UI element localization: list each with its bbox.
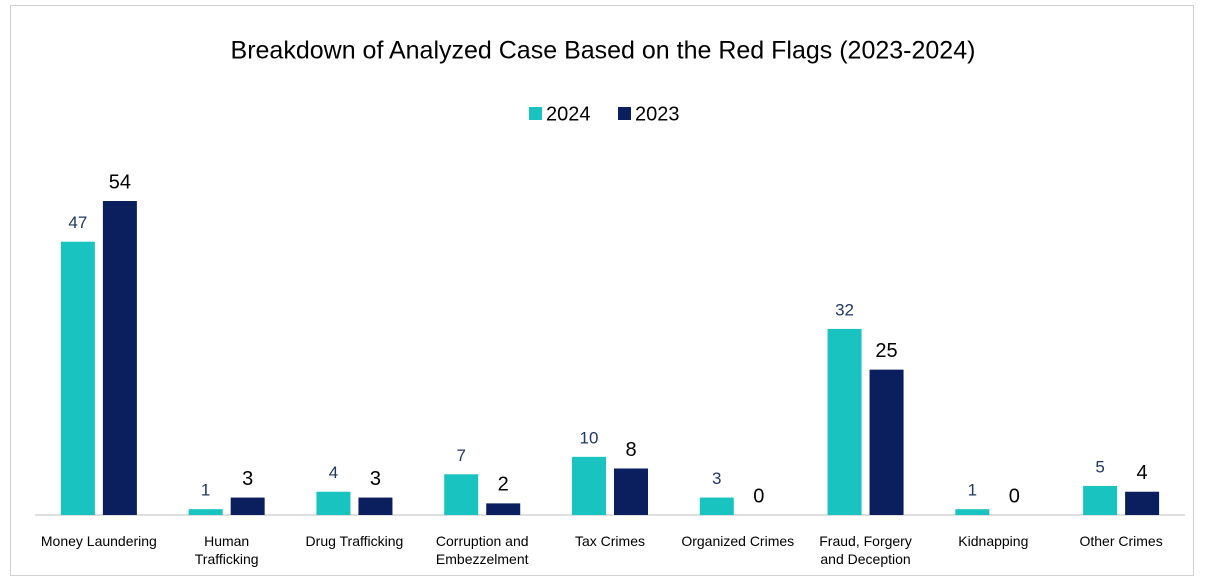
data-label: 4: [329, 463, 338, 482]
bar: [358, 497, 393, 515]
data-label: 3: [370, 468, 381, 490]
data-label: 47: [68, 213, 87, 232]
bar: [486, 503, 521, 515]
bar: [614, 468, 648, 515]
x-tick-label: Corruption and Embezzelment: [435, 533, 529, 567]
legend-label: 2024: [546, 103, 591, 125]
data-label: 2: [498, 474, 509, 496]
data-label: 0: [753, 485, 764, 507]
x-tick-label: Fraud, Forgery and Deception: [819, 533, 912, 567]
data-label: 8: [625, 439, 636, 461]
bar: [699, 497, 734, 515]
data-label: 3: [712, 469, 721, 488]
x-tick-label: Organized Crimes: [681, 533, 795, 549]
data-label: 1: [201, 481, 210, 500]
data-label: 32: [835, 300, 854, 319]
bar: [827, 328, 862, 515]
bar: [955, 509, 990, 515]
data-label: 25: [875, 340, 897, 362]
x-tick-label: Money Laundering: [40, 533, 157, 549]
legend-swatch: [618, 107, 631, 120]
legend-swatch: [529, 107, 542, 120]
bar: [869, 369, 904, 515]
data-label: 54: [109, 171, 131, 193]
bar: [102, 201, 137, 515]
legend-label: 2023: [635, 103, 680, 125]
data-label: 4: [1137, 462, 1148, 484]
x-tick-label: Other Crimes: [1079, 533, 1163, 549]
bar: [444, 474, 479, 515]
data-label: 5: [1095, 457, 1104, 476]
data-label: 3: [242, 468, 253, 490]
x-tick-label: Kidnapping: [958, 533, 1029, 549]
data-label: 7: [456, 446, 465, 465]
x-tick-label: Human Trafficking: [194, 533, 259, 567]
chart-title: Breakdown of Analyzed Case Based on the …: [231, 37, 976, 65]
bar: [60, 241, 95, 515]
bar: [1125, 491, 1160, 515]
bar: [188, 509, 223, 515]
x-tick-label: Drug Trafficking: [305, 533, 404, 549]
bar: [1083, 485, 1118, 515]
chart-frame: [10, 5, 1194, 576]
bar: [572, 456, 606, 515]
data-label: 0: [1009, 485, 1020, 507]
x-tick-label: Tax Crimes: [574, 533, 645, 549]
data-label: 10: [580, 428, 599, 447]
bar: [230, 497, 265, 515]
data-label: 1: [968, 481, 977, 500]
bar: [316, 491, 351, 515]
